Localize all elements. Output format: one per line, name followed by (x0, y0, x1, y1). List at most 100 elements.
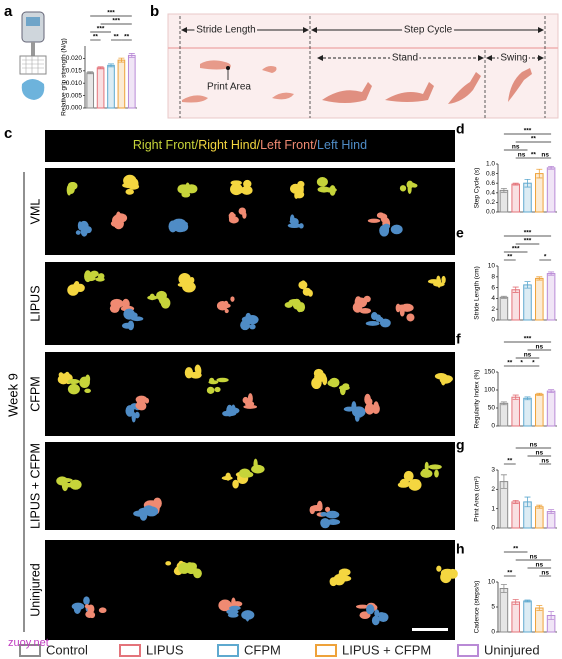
error-bar (512, 286, 519, 293)
error-bar (524, 599, 531, 603)
error-bar (536, 168, 543, 179)
footprint (359, 307, 372, 314)
significance-label: ** (507, 570, 513, 577)
time-label: Week 9 (5, 373, 20, 417)
footprint (230, 296, 235, 302)
error-bar (548, 166, 555, 170)
footprint (84, 388, 91, 394)
footprint (245, 610, 250, 622)
bar (535, 393, 544, 427)
row-label: VML (28, 199, 42, 225)
footprint (69, 479, 82, 490)
footprint (382, 214, 388, 220)
footprint (406, 313, 415, 322)
footprint (136, 398, 145, 405)
y-tick-label: 50 (488, 405, 496, 412)
footprint (309, 505, 316, 515)
footprint (249, 324, 256, 330)
footprint (241, 185, 253, 195)
y-tick-label: 150 (484, 369, 495, 376)
footprint (216, 300, 228, 311)
significance-label: *** (512, 246, 520, 253)
significance-label: ns (536, 344, 544, 351)
footprint (399, 185, 407, 192)
footprint (322, 178, 328, 183)
footprint (224, 308, 229, 314)
significance-label: *** (524, 238, 532, 245)
error-bar (108, 63, 114, 68)
y-tick-label: 0.6 (486, 180, 495, 187)
error-bar (524, 496, 531, 508)
significance-label: ns (541, 152, 549, 159)
significance-label: *** (524, 128, 532, 135)
footprint (383, 224, 390, 234)
panel-label: f (456, 331, 461, 347)
bar (96, 67, 105, 109)
bar (499, 402, 509, 427)
significance-label: ** (507, 254, 513, 261)
significance-label: ns (530, 554, 538, 561)
footprint-legend: Right Front/Right Hind/Left Front/Left H… (133, 138, 367, 152)
y-tick-label: 6 (491, 284, 495, 291)
footprint (69, 287, 79, 292)
footprint (241, 316, 254, 323)
footprint (221, 475, 233, 481)
y-tick-label: 3 (491, 467, 495, 474)
footprint (366, 604, 375, 615)
footprint (75, 230, 81, 235)
footprint (67, 383, 80, 395)
row-label: LIPUS + CFPM (28, 443, 42, 529)
footprint (123, 308, 135, 320)
footprint (325, 506, 331, 513)
significance-label: *** (112, 18, 120, 25)
error-bar (500, 188, 507, 193)
footprint (245, 401, 255, 407)
significance-label: *** (107, 10, 115, 17)
footprint (228, 216, 239, 224)
footprint (400, 303, 414, 312)
legend: Control LIPUS CFPM LIPUS + CFPM Uninjured (19, 642, 540, 657)
y-tick-label: 0.020 (66, 55, 83, 62)
significance-label: * (544, 254, 547, 261)
footprint (193, 568, 202, 579)
y-tick-label: 5 (491, 604, 495, 611)
panel-label: h (456, 541, 465, 557)
footprint (325, 510, 340, 519)
significance-label: ** (114, 34, 120, 41)
bar (127, 54, 136, 109)
y-axis-label: Stride Length (cm) (474, 266, 481, 319)
footprint (185, 184, 198, 194)
footprint (287, 223, 301, 229)
footprint (194, 364, 201, 374)
footprint (420, 469, 433, 478)
y-tick-label: 0.010 (66, 80, 83, 87)
panel-label: e (456, 225, 464, 241)
footprint (61, 479, 69, 492)
diagram-label: Stand (392, 53, 418, 64)
y-tick-label: 100 (484, 387, 495, 394)
panel-label: d (456, 121, 465, 137)
y-tick-label: 4 (491, 295, 495, 302)
footprint (95, 277, 105, 282)
footprint (351, 401, 357, 413)
footprint (130, 316, 144, 322)
legend-part: Left Front/ (260, 138, 317, 152)
bar (535, 607, 544, 633)
footprint (227, 612, 239, 618)
footprint (208, 380, 219, 385)
footprint (433, 282, 445, 287)
panel-label: b (150, 3, 159, 20)
footprint (395, 303, 401, 313)
footprint (98, 607, 107, 614)
significance-label: *** (97, 26, 105, 33)
footprint (365, 320, 380, 326)
error-bar (500, 401, 507, 406)
footprint (407, 183, 412, 195)
footprint (178, 273, 191, 286)
footprint-rows: VML LIPUS CFPM LIPUS + CFPM Uninjured (28, 168, 458, 640)
footprint (412, 479, 421, 484)
significance-label: ** (507, 360, 513, 367)
footprint (89, 270, 99, 278)
y-tick-label: 0 (491, 525, 495, 532)
